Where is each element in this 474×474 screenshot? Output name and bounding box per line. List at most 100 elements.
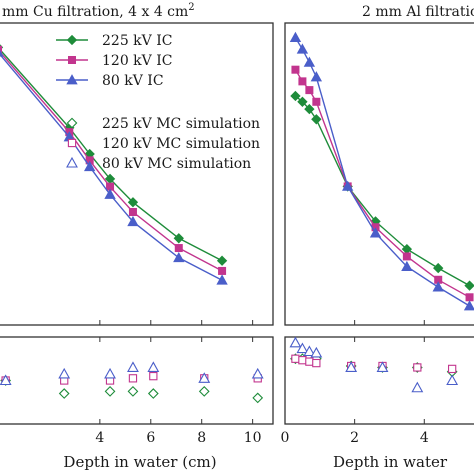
legend-entry: 80 kV IC (56, 73, 164, 89)
series-120-kv-mc-simulation (1, 371, 262, 385)
x-tick-label: 10 (244, 430, 262, 446)
legend-marker (66, 117, 78, 129)
data-point (216, 274, 228, 285)
legend-entry: 80 kV MC simulation (66, 156, 251, 172)
data-point (58, 367, 71, 379)
data-point (303, 56, 316, 67)
data-point (252, 392, 264, 404)
legend-marker (66, 156, 78, 168)
data-point (104, 385, 116, 397)
data-point (303, 345, 316, 357)
legend-entry: 225 kV MC simulation (66, 116, 260, 132)
data-point (216, 255, 228, 266)
x-tick-label: 2 (350, 430, 359, 446)
top-right-panel-frame (284, 22, 474, 326)
data-point (291, 354, 300, 363)
title-superscript: 2 (188, 2, 194, 13)
x-tick-label: 4 (95, 430, 104, 446)
data-point (173, 233, 184, 244)
data-point (304, 103, 315, 115)
top-left-panel-title: mm Cu filtration, 4 x 4 cm2 (2, 2, 195, 20)
legend-label: 225 kV IC (102, 33, 172, 49)
bottom-right-x-axis-label: Depth in water (333, 453, 448, 471)
data-point (341, 180, 354, 191)
data-point (305, 357, 314, 366)
legend-marker (67, 138, 77, 148)
data-point (433, 262, 444, 274)
series-layer (0, 31, 474, 404)
data-point (297, 96, 308, 107)
data-point (298, 77, 307, 86)
legend: 225 kV IC 120 kV IC 80 kV IC 225 kV MC simu… (56, 33, 260, 172)
data-point (298, 356, 307, 365)
series-80-kv-mc-simulation (289, 336, 459, 393)
data-point (310, 71, 323, 82)
data-point (127, 197, 139, 208)
data-point (251, 367, 264, 379)
top-left-panel-frame (0, 22, 274, 326)
data-point (289, 31, 302, 42)
data-point (127, 361, 139, 373)
data-point (312, 97, 321, 106)
legend-marker (66, 74, 78, 85)
data-point (127, 215, 139, 227)
data-point (413, 363, 422, 372)
data-point (198, 385, 210, 397)
data-point (447, 364, 457, 374)
data-point (310, 346, 323, 358)
data-point (289, 336, 302, 348)
ticks-layer: 4 6 8 10 0 2 4 (95, 320, 429, 446)
data-point (463, 300, 474, 311)
data-point (0, 50, 4, 57)
legend-label: 80 kV IC (102, 73, 164, 89)
data-point (128, 374, 138, 383)
data-point (291, 65, 300, 74)
data-point (128, 207, 137, 216)
data-point (198, 372, 211, 383)
data-point (401, 260, 413, 272)
x-tick-label: 4 (420, 430, 429, 446)
series-80-kv-mc-simulation (0, 361, 264, 386)
legend-label: 120 kV IC (102, 53, 172, 69)
data-point (305, 86, 314, 95)
series-80-kv-ic (289, 31, 474, 311)
data-point (218, 266, 227, 275)
data-point (446, 374, 459, 386)
legend-marker (66, 34, 78, 46)
data-point (411, 381, 424, 393)
legend-label: 225 kV MC simulation (102, 116, 260, 132)
series-80-kv-ic (0, 50, 228, 285)
data-point (83, 160, 96, 172)
data-point (127, 385, 139, 397)
series-line (294, 69, 470, 298)
data-point (173, 251, 185, 263)
data-point (312, 358, 321, 368)
data-point (174, 244, 183, 253)
data-point (0, 374, 12, 386)
data-point (376, 361, 389, 373)
data-point (290, 90, 301, 102)
data-point (58, 388, 70, 399)
data-point (147, 361, 160, 373)
bottom-left-panel-frame (0, 336, 274, 425)
series-225-kv-ic (290, 90, 474, 291)
data-point (402, 252, 411, 261)
data-point (464, 280, 474, 291)
data-point (296, 43, 309, 54)
legend-label: 120 kV MC simulation (102, 136, 260, 152)
legend-entry: 120 kV IC (56, 53, 172, 69)
data-point (369, 227, 382, 238)
top-right-panel-title: 2 mm Al filtratio (362, 4, 474, 20)
bottom-right-panel-frame (284, 336, 474, 425)
data-point (149, 371, 158, 381)
data-point (345, 361, 358, 373)
data-point (147, 388, 159, 399)
series-line (294, 37, 470, 307)
series-120-kv-ic (291, 65, 474, 302)
legend-entry: 120 kV MC simulation (67, 136, 260, 152)
data-point (465, 293, 474, 302)
legend-marker (68, 56, 77, 65)
data-point (296, 342, 309, 354)
x-tick-label: 8 (197, 430, 206, 446)
